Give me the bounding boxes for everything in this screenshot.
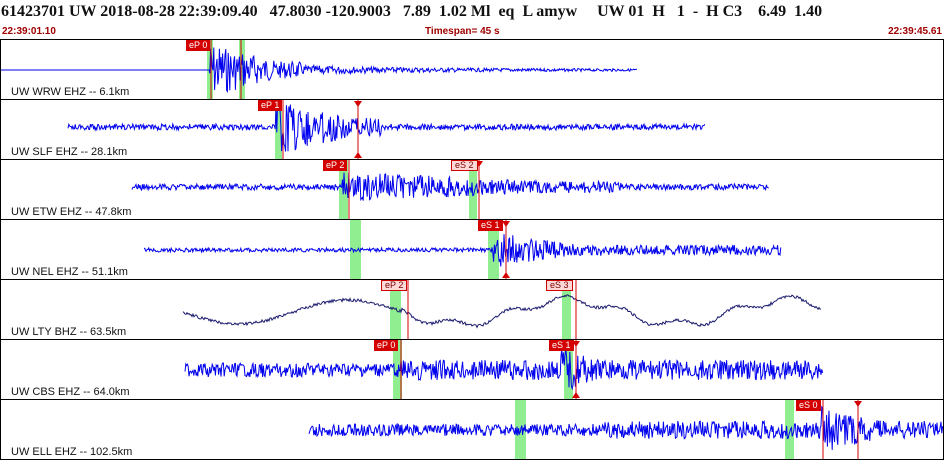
waveform[interactable] [1,220,943,279]
pick-window [275,100,282,159]
pick-marker[interactable]: eS 0 [796,400,821,411]
event-summary: 61423701 UW 2018-08-28 22:39:09.40 47.80… [1,3,823,20]
pick-window [488,220,499,279]
start-time: 22:39:01.10 [2,26,56,37]
pick-triangle [572,341,580,347]
trace-panel[interactable]: UW ETW EHZ -- 47.8km eP 2 eS 2 [0,160,944,220]
time-bar: 22:39:01.10 Timespan= 45 s 22:39:45.61 [0,26,944,39]
pick-window [469,160,477,219]
pick-triangle [502,221,510,227]
station-label: UW ETW EHZ -- 47.8km [11,206,132,218]
pick-window [562,280,571,339]
waveform-path [67,100,706,152]
waveform-path [184,348,824,391]
trace-panel[interactable]: UW NEL EHZ -- 51.1km eS 1 [0,220,944,280]
pick-marker[interactable]: eS 1 [549,340,574,351]
station-label: UW NEL EHZ -- 51.1km [11,266,128,278]
waveform-path [143,234,782,267]
trace-panel[interactable]: UW LTY BHZ -- 63.5km eP 2 eS 3 [0,280,944,340]
station-label: UW SLF EHZ -- 28.1km [11,146,128,158]
waveform[interactable] [1,280,943,339]
waveform-path [131,172,769,202]
waveform[interactable] [1,400,943,459]
pick-marker[interactable]: eP 0 [374,340,399,351]
end-time: 22:39:45.61 [888,26,942,37]
pick-marker[interactable]: eS 2 [451,160,478,171]
waveform-path [182,294,822,329]
timespan: Timespan= 45 s [425,26,500,37]
trace-panel[interactable]: UW WRW EHZ -- 6.1km eP 0 [0,40,944,100]
pick-triangle [854,401,862,407]
event-header: 61423701 UW 2018-08-28 22:39:09.40 47.80… [0,0,944,26]
pick-triangle [354,101,362,107]
pick-marker[interactable]: eS 3 [546,280,573,291]
pick-window [785,400,794,459]
trace-panel[interactable]: UW SLF EHZ -- 28.1km eP 1 [0,100,944,160]
station-label: UW WRW EHZ -- 6.1km [11,86,130,98]
waveform[interactable] [1,340,943,399]
pick-marker[interactable]: eP 1 [258,100,283,111]
seismogram-traces: UW WRW EHZ -- 6.1km eP 0 UW SLF EHZ -- 2… [0,39,944,461]
waveform-path [1,47,638,94]
pick-triangle [572,392,580,398]
pick-marker[interactable]: eP 0 [186,40,211,51]
waveform-path [308,405,943,450]
waveform[interactable] [1,160,943,219]
pick-window [390,280,401,339]
trace-panel[interactable]: UW ELL EHZ -- 102.5km eS 0 [0,400,944,460]
pick-window [393,340,402,399]
pick-triangle [502,272,510,278]
station-label: UW ELL EHZ -- 102.5km [11,446,133,458]
pick-window [239,40,245,99]
pick-triangle [354,152,362,158]
waveform[interactable] [1,40,943,99]
waveform[interactable] [1,100,943,159]
pick-marker[interactable]: eP 2 [323,160,348,171]
pick-marker[interactable]: eP 2 [381,280,408,291]
station-label: UW LTY BHZ -- 63.5km [11,326,127,338]
station-label: UW CBS EHZ -- 64.0km [11,386,130,398]
trace-panel[interactable]: UW CBS EHZ -- 64.0km eP 0 eS 1 [0,340,944,400]
pick-marker[interactable]: eS 1 [478,220,503,231]
